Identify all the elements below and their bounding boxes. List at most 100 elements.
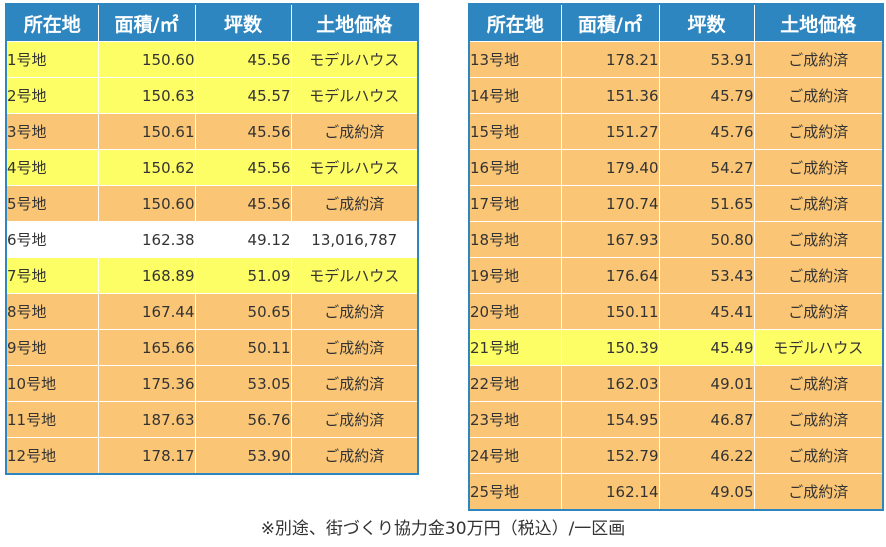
lot-name-cell: 6号地: [5, 221, 99, 258]
tsubo-cell: 49.01: [658, 365, 755, 402]
area-cell: 150.60: [97, 185, 196, 222]
area-cell: 167.93: [560, 221, 660, 258]
tsubo-cell: 45.56: [194, 149, 292, 186]
table-header-row: 所在地 面積/㎡ 坪数 土地価格: [5, 3, 419, 42]
area-cell: 165.66: [97, 329, 196, 366]
tsubo-cell: 45.76: [658, 113, 755, 150]
price-cell: ご成約済: [290, 401, 419, 438]
lot-name-cell: 22号地: [468, 365, 562, 402]
lot-name-cell: 8号地: [5, 293, 99, 330]
footnote: ※別途、街づくり協力金30万円（税込）/一区画: [260, 519, 626, 539]
table-row: 15号地 151.27 45.76 ご成約済: [468, 113, 884, 150]
tsubo-cell: 53.91: [658, 41, 755, 78]
price-cell: ご成約済: [753, 221, 884, 258]
tsubo-cell: 45.49: [658, 329, 755, 366]
table-row: 19号地 176.64 53.43 ご成約済: [468, 257, 884, 294]
tsubo-cell: 50.80: [658, 221, 755, 258]
area-cell: 170.74: [560, 185, 660, 222]
lot-name-cell: 17号地: [468, 185, 562, 222]
area-cell: 150.63: [97, 77, 196, 114]
price-cell: ご成約済: [290, 293, 419, 330]
lot-name-cell: 5号地: [5, 185, 99, 222]
lot-name-cell: 20号地: [468, 293, 562, 330]
tsubo-cell: 45.56: [194, 41, 292, 78]
table-row: 8号地 167.44 50.65 ご成約済: [5, 293, 419, 330]
price-cell: ご成約済: [753, 113, 884, 150]
price-cell: モデルハウス: [290, 257, 419, 294]
table-row: 13号地 178.21 53.91 ご成約済: [468, 41, 884, 78]
lot-name-cell: 11号地: [5, 401, 99, 438]
table-row: 23号地 154.95 46.87 ご成約済: [468, 401, 884, 438]
price-cell: ご成約済: [753, 77, 884, 114]
header-land-price: 土地価格: [753, 3, 884, 42]
table-row: 11号地 187.63 56.76 ご成約済: [5, 401, 419, 438]
price-cell: モデルハウス: [290, 77, 419, 114]
price-cell: ご成約済: [290, 113, 419, 150]
area-cell: 179.40: [560, 149, 660, 186]
price-cell: ご成約済: [753, 257, 884, 294]
tsubo-cell: 53.05: [194, 365, 292, 402]
lot-table-left: 所在地 面積/㎡ 坪数 土地価格 1号地 150.60 45.56 モデルハウス 2号地…: [5, 3, 419, 475]
tsubo-cell: 45.79: [658, 77, 755, 114]
price-cell: モデルハウス: [290, 149, 419, 186]
price-cell: 13,016,787: [290, 221, 419, 258]
tsubo-cell: 46.22: [658, 437, 755, 474]
price-cell: ご成約済: [753, 149, 884, 186]
table-row: 14号地 151.36 45.79 ご成約済: [468, 77, 884, 114]
area-cell: 162.03: [560, 365, 660, 402]
lot-name-cell: 19号地: [468, 257, 562, 294]
price-cell: ご成約済: [753, 365, 884, 402]
header-location: 所在地: [468, 3, 562, 42]
area-cell: 175.36: [97, 365, 196, 402]
area-cell: 167.44: [97, 293, 196, 330]
table-row: 17号地 170.74 51.65 ご成約済: [468, 185, 884, 222]
lot-name-cell: 10号地: [5, 365, 99, 402]
header-tsubo: 坪数: [658, 3, 755, 42]
table-row: 7号地 168.89 51.09 モデルハウス: [5, 257, 419, 294]
table-row: 12号地 178.17 53.90 ご成約済: [5, 437, 419, 475]
table-row: 6号地 162.38 49.12 13,016,787: [5, 221, 419, 258]
header-area: 面積/㎡: [560, 3, 660, 42]
tsubo-cell: 53.90: [194, 437, 292, 475]
table-header-row: 所在地 面積/㎡ 坪数 土地価格: [468, 3, 884, 42]
price-cell: ご成約済: [753, 437, 884, 474]
area-cell: 150.60: [97, 41, 196, 78]
lot-name-cell: 3号地: [5, 113, 99, 150]
table-row: 9号地 165.66 50.11 ご成約済: [5, 329, 419, 366]
area-cell: 162.14: [560, 473, 660, 511]
price-cell: ご成約済: [290, 437, 419, 475]
header-land-price: 土地価格: [290, 3, 419, 42]
table-row: 25号地 162.14 49.05 ご成約済: [468, 473, 884, 511]
tsubo-cell: 54.27: [658, 149, 755, 186]
area-cell: 168.89: [97, 257, 196, 294]
lot-name-cell: 15号地: [468, 113, 562, 150]
lot-name-cell: 16号地: [468, 149, 562, 186]
price-cell: モデルハウス: [290, 41, 419, 78]
lot-name-cell: 2号地: [5, 77, 99, 114]
area-cell: 150.61: [97, 113, 196, 150]
table-row: 2号地 150.63 45.57 モデルハウス: [5, 77, 419, 114]
lot-name-cell: 9号地: [5, 329, 99, 366]
area-cell: 162.38: [97, 221, 196, 258]
lot-table-right: 所在地 面積/㎡ 坪数 土地価格 13号地 178.21 53.91 ご成約済 14号地…: [468, 3, 884, 511]
table-row: 18号地 167.93 50.80 ご成約済: [468, 221, 884, 258]
area-cell: 176.64: [560, 257, 660, 294]
area-cell: 150.11: [560, 293, 660, 330]
price-cell: モデルハウス: [753, 329, 884, 366]
header-tsubo: 坪数: [194, 3, 292, 42]
lot-name-cell: 18号地: [468, 221, 562, 258]
table-row: 21号地 150.39 45.49 モデルハウス: [468, 329, 884, 366]
price-cell: ご成約済: [753, 293, 884, 330]
price-cell: ご成約済: [290, 185, 419, 222]
price-cell: ご成約済: [753, 41, 884, 78]
area-cell: 150.39: [560, 329, 660, 366]
lot-name-cell: 1号地: [5, 41, 99, 78]
tsubo-cell: 45.56: [194, 185, 292, 222]
area-cell: 150.62: [97, 149, 196, 186]
table-row: 16号地 179.40 54.27 ご成約済: [468, 149, 884, 186]
tsubo-cell: 50.65: [194, 293, 292, 330]
lot-name-cell: 4号地: [5, 149, 99, 186]
lot-name-cell: 13号地: [468, 41, 562, 78]
lot-name-cell: 25号地: [468, 473, 562, 511]
area-cell: 151.27: [560, 113, 660, 150]
